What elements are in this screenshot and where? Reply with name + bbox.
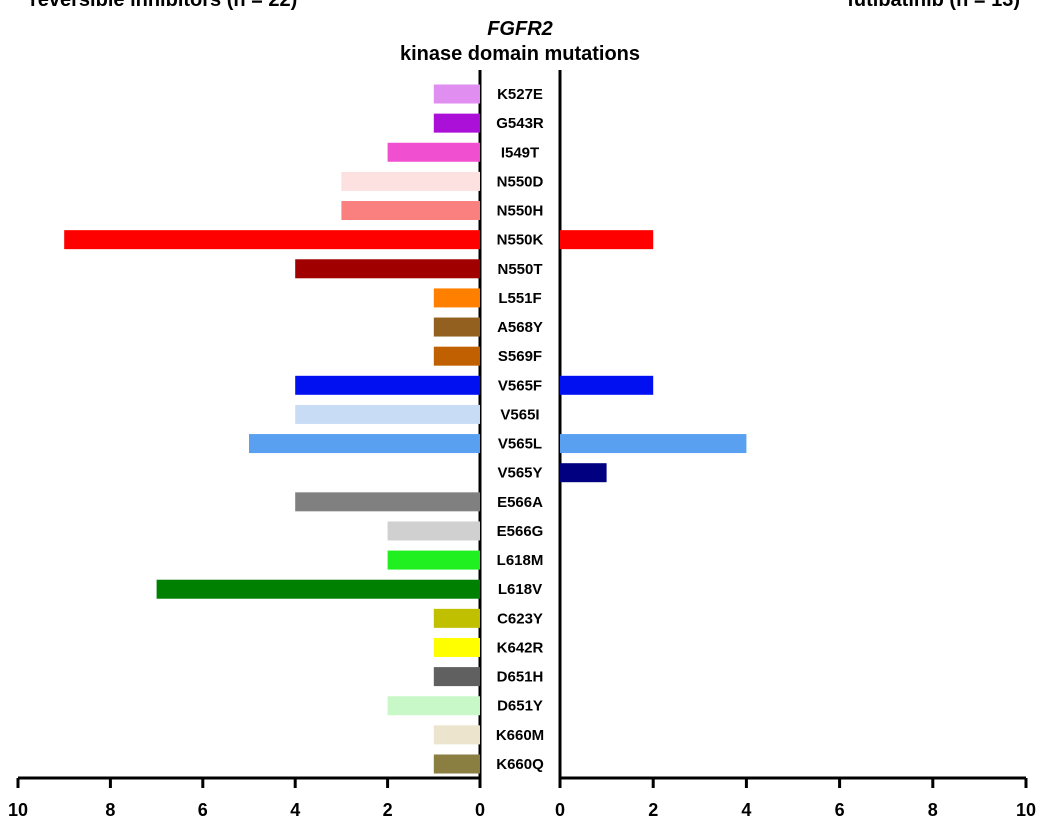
bar xyxy=(387,521,480,541)
x-tick-label: 10 xyxy=(1016,800,1036,820)
x-tick-label: 0 xyxy=(475,800,485,820)
bar xyxy=(387,696,480,716)
category-label: K660Q xyxy=(496,756,544,773)
category-label: V565I xyxy=(500,406,539,423)
bar xyxy=(64,230,480,250)
category-label: N550K xyxy=(497,232,544,249)
x-tick-label: 6 xyxy=(198,800,208,820)
bar xyxy=(433,84,480,104)
x-tick-label: 4 xyxy=(741,800,751,820)
chart-title: FGFR2 xyxy=(487,18,553,40)
category-label: E566G xyxy=(497,523,544,540)
bar xyxy=(249,434,480,454)
bar xyxy=(295,404,480,424)
category-label: K642R xyxy=(497,639,544,656)
category-label: L618M xyxy=(497,552,544,569)
x-tick-label: 6 xyxy=(835,800,845,820)
category-label: N550H xyxy=(497,203,544,220)
bar xyxy=(433,288,480,308)
bar xyxy=(433,608,480,628)
bar xyxy=(295,375,480,395)
bar xyxy=(433,725,480,745)
category-label: L551F xyxy=(498,290,541,307)
category-label: D651Y xyxy=(497,698,543,715)
bar xyxy=(341,171,480,191)
bar xyxy=(433,754,480,774)
bar xyxy=(560,463,607,483)
bar xyxy=(295,492,480,512)
x-tick-label: 8 xyxy=(928,800,938,820)
bar xyxy=(433,346,480,366)
bar xyxy=(387,550,480,570)
category-label: E566A xyxy=(497,494,543,511)
bar xyxy=(433,667,480,687)
bar xyxy=(433,317,480,337)
category-label: V565L xyxy=(498,436,542,453)
bar xyxy=(560,230,654,250)
chart-subtitle: kinase domain mutations xyxy=(400,43,640,65)
category-label: S569F xyxy=(498,348,542,365)
bar xyxy=(433,637,480,657)
x-tick-label: 4 xyxy=(290,800,300,820)
x-tick-label: 2 xyxy=(648,800,658,820)
left-heading: reversible inhibitors (n = 22) xyxy=(30,0,297,11)
category-label: D651H xyxy=(497,669,544,686)
category-label: N550D xyxy=(497,173,544,190)
category-label: C623Y xyxy=(497,610,543,627)
bar xyxy=(341,201,480,221)
bar xyxy=(295,259,480,279)
bar xyxy=(560,375,654,395)
right-heading: futibatinib (n = 13) xyxy=(847,0,1020,11)
category-label: L618V xyxy=(498,581,542,598)
x-tick-label: 10 xyxy=(8,800,28,820)
category-label: K660M xyxy=(496,727,544,744)
x-tick-label: 0 xyxy=(555,800,565,820)
x-tick-label: 2 xyxy=(383,800,393,820)
category-label: N550T xyxy=(497,261,542,278)
bar xyxy=(387,142,480,162)
category-label: A568Y xyxy=(497,319,543,336)
category-label: V565Y xyxy=(497,465,542,482)
bar xyxy=(156,579,480,599)
bar xyxy=(560,434,747,454)
bar xyxy=(433,113,480,133)
category-label: I549T xyxy=(501,144,539,161)
category-label: K527E xyxy=(497,86,543,103)
x-tick-label: 8 xyxy=(105,800,115,820)
category-label: V565F xyxy=(498,377,542,394)
category-label: G543R xyxy=(496,115,544,132)
